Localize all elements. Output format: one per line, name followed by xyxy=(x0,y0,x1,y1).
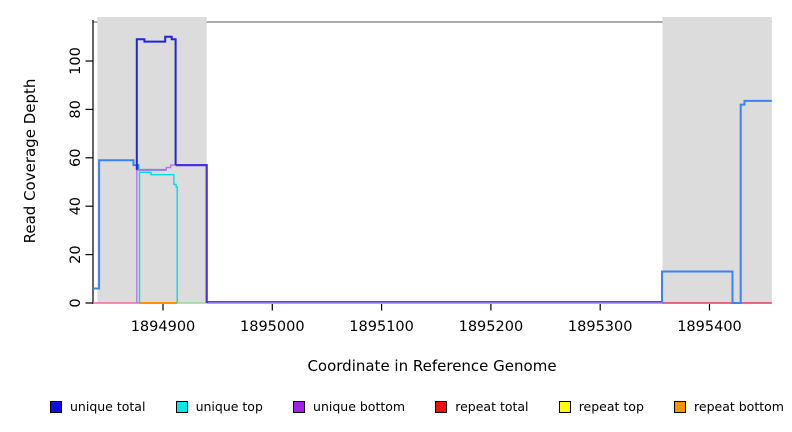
legend-label: unique bottom xyxy=(313,399,406,414)
legend-swatch-icon xyxy=(558,400,571,413)
y-tick-label: 0 xyxy=(68,298,84,307)
legend-swatch-icon xyxy=(50,400,62,413)
legend-item-repeat-total: repeat total xyxy=(435,399,529,414)
legend: unique total unique top unique bottom repea… xyxy=(50,399,784,414)
y-axis-title: Read Coverage Depth xyxy=(21,78,39,244)
series-unique-total-peak xyxy=(135,35,177,170)
legend-item-unique-bottom: unique bottom xyxy=(293,399,405,414)
y-tick-label: 60 xyxy=(68,149,84,167)
series-unique-top xyxy=(138,171,178,303)
legend-item-repeat-bottom: repeat bottom xyxy=(674,399,784,414)
y-tick-label: 20 xyxy=(68,245,84,263)
highlight-region xyxy=(662,17,772,303)
legend-label: repeat bottom xyxy=(694,399,784,414)
legend-label: repeat total xyxy=(455,399,529,414)
legend-item-repeat-top: repeat top xyxy=(558,399,644,414)
legend-label: unique total xyxy=(70,399,146,414)
legend-swatch-icon xyxy=(435,400,448,413)
legend-item-unique-top: unique top xyxy=(175,399,263,414)
x-tick-label: 1895400 xyxy=(677,319,742,335)
legend-swatch-icon xyxy=(175,400,188,413)
legend-item-unique-total: unique total xyxy=(50,399,145,414)
series-unique-total-bottom-overlap xyxy=(175,164,208,303)
legend-label: repeat top xyxy=(578,399,644,414)
y-tick-label: 40 xyxy=(68,197,84,215)
legend-swatch-icon xyxy=(293,400,306,413)
x-tick-label: 1895000 xyxy=(240,319,305,335)
x-tick-label: 1895300 xyxy=(568,319,633,335)
series-unique-total-left xyxy=(93,159,167,290)
legend-label: unique top xyxy=(195,399,263,414)
y-tick-label: 100 xyxy=(68,47,84,75)
legend-swatch-icon xyxy=(674,400,687,413)
x-tick-label: 1895200 xyxy=(459,319,524,335)
x-axis-title: Coordinate in Reference Genome xyxy=(307,357,557,375)
y-tick-label: 80 xyxy=(68,100,84,118)
x-tick-label: 1894900 xyxy=(131,319,196,335)
series-unique-total-right xyxy=(661,99,772,304)
x-tick-label: 1895100 xyxy=(349,319,414,335)
